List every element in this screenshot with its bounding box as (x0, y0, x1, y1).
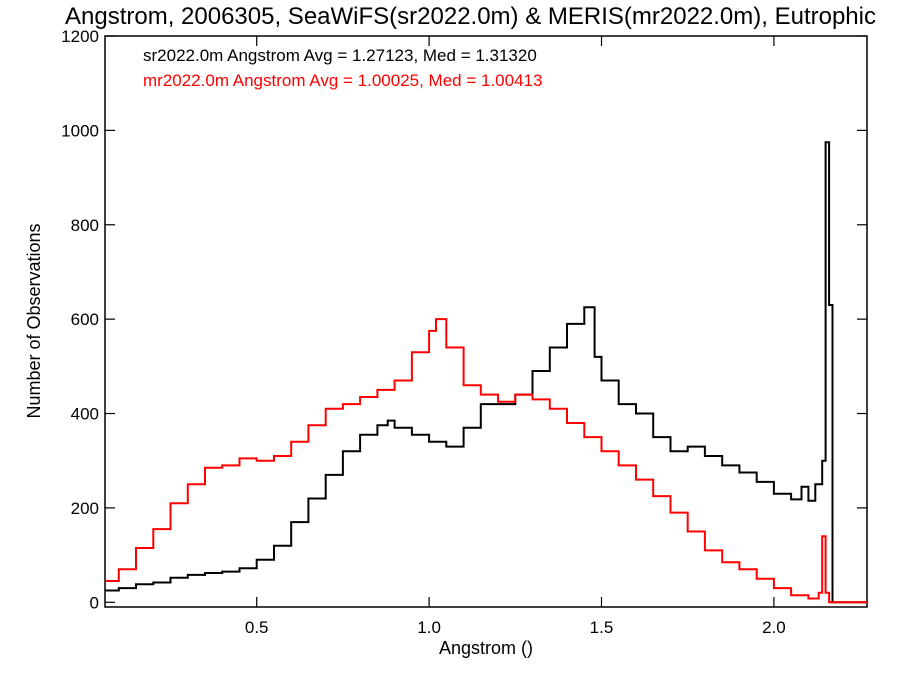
y-tick-label: 400 (71, 405, 99, 424)
x-tick-label: 0.5 (245, 618, 269, 637)
stats-annotation: mr2022.0m Angstrom Avg = 1.00025, Med = … (143, 71, 542, 90)
x-tick-label: 1.0 (417, 618, 441, 637)
y-tick-label: 0 (90, 593, 99, 612)
histogram-series (105, 318, 867, 604)
x-axis-label: Angstrom () (439, 638, 533, 658)
chart-title: Angstrom, 2006305, SeaWiFS(sr2022.0m) & … (65, 3, 876, 30)
y-axis-label: Number of Observations (24, 223, 44, 418)
stats-annotation: sr2022.0m Angstrom Avg = 1.27123, Med = … (143, 46, 537, 65)
annotations: sr2022.0m Angstrom Avg = 1.27123, Med = … (143, 46, 542, 90)
y-tick-label: 1000 (61, 121, 99, 140)
y-tick-label: 600 (71, 310, 99, 329)
plot-frame (104, 35, 868, 608)
y-tick-label: 1200 (61, 27, 99, 46)
axis-ticks: 0.5 1.0 1.5 2.0 0 200 400 600 800 1000 1200 (61, 27, 867, 637)
y-tick-label: 800 (71, 216, 99, 235)
x-tick-label: 2.0 (762, 618, 786, 637)
series-layer (105, 141, 867, 604)
histogram-series (105, 141, 867, 604)
x-tick-label: 1.5 (590, 618, 614, 637)
y-tick-label: 200 (71, 499, 99, 518)
